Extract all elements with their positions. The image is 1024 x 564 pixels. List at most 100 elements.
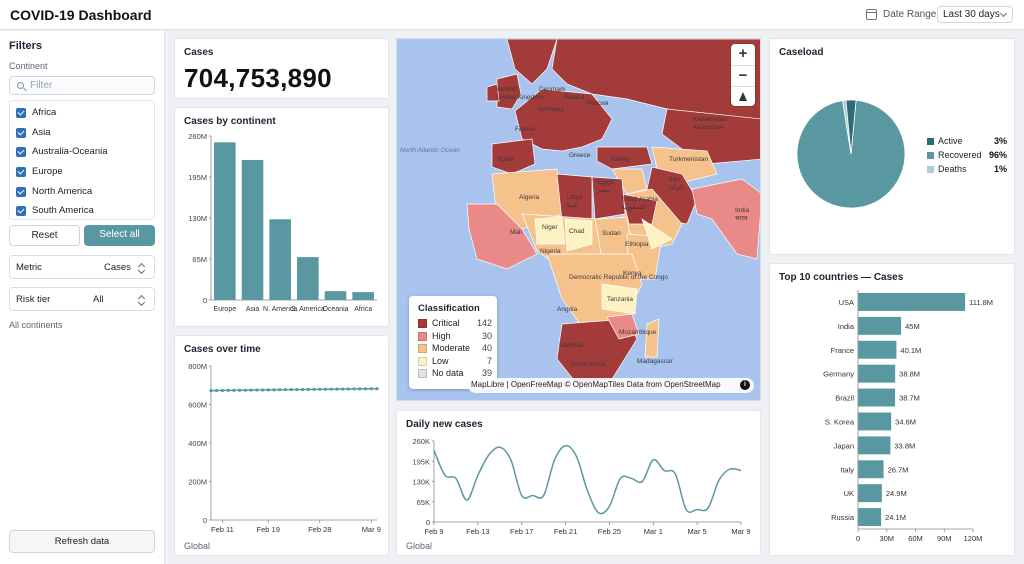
map-label-greece: Greece xyxy=(569,152,591,159)
data-point xyxy=(289,388,293,392)
cases-over-time-chart: 0 200M 400M 600M 800M Feb 11 Feb 19 Feb 28 Mar 9 xyxy=(188,362,381,534)
bar-germany xyxy=(858,364,896,383)
map-label-spain: Spain xyxy=(497,156,514,163)
data-point xyxy=(272,388,276,392)
region-russia[interactable] xyxy=(551,39,761,125)
region-sudan[interactable] xyxy=(594,216,633,260)
legend-class-count: 142 xyxy=(476,318,492,328)
checkbox-checked-icon[interactable] xyxy=(16,206,26,216)
region-east-africa[interactable] xyxy=(641,218,673,250)
data-point xyxy=(215,388,219,393)
daily-new-cases-title: Daily new cases xyxy=(406,419,483,430)
region-egypt[interactable] xyxy=(591,176,626,220)
daily-new-cases-footer: Global xyxy=(406,541,433,551)
checkbox-checked-icon[interactable] xyxy=(16,187,26,197)
app-title: COVID-19 Dashboard xyxy=(10,7,152,23)
checkbox-checked-icon[interactable] xyxy=(16,128,26,138)
continent-option-north-america[interactable]: North America xyxy=(16,184,150,200)
data-point xyxy=(318,387,322,391)
y-tick-label: 65K xyxy=(417,498,430,507)
zoom-in-button[interactable]: + xyxy=(738,45,748,62)
classification-legend: Classification Critical 142 High 30 Moderate… xyxy=(409,296,497,389)
select-arrows-icon xyxy=(139,294,145,306)
map-label-drc: Democratic Republic of the Congo xyxy=(569,274,668,281)
region-ireland[interactable] xyxy=(486,83,500,102)
info-icon[interactable]: i xyxy=(740,380,750,390)
region-iberia[interactable] xyxy=(491,138,536,175)
region-chad[interactable] xyxy=(564,218,593,252)
region-mozambique[interactable] xyxy=(606,313,640,340)
checkbox-checked-icon[interactable] xyxy=(16,147,26,157)
date-range-select[interactable]: Last 30 days xyxy=(937,6,1013,23)
category-label: Germany xyxy=(823,370,854,379)
category-label: USA xyxy=(839,298,854,307)
data-point xyxy=(283,388,288,392)
x-tick-label: Feb 17 xyxy=(510,527,533,536)
legend-swatch xyxy=(418,319,427,328)
legend-swatch xyxy=(418,344,427,353)
risk-tier-label: Risk tier xyxy=(16,294,51,305)
region-tanzania[interactable] xyxy=(601,283,638,315)
x-tick-label: Feb 13 xyxy=(466,527,489,536)
y-tick-label: 195K xyxy=(412,457,430,466)
x-tick-label: Africa xyxy=(354,306,372,313)
classification-title: Classification xyxy=(418,303,480,314)
map-label-iran-local: ایران xyxy=(669,183,683,191)
y-tick-label: 400M xyxy=(188,439,207,448)
x-tick-label: 0 xyxy=(856,534,860,543)
checkbox-checked-icon[interactable] xyxy=(16,167,26,177)
continent-option-south-america[interactable]: South America xyxy=(16,203,150,219)
region-south-asia[interactable] xyxy=(691,178,761,260)
map-label-egypt-local: مصر xyxy=(596,187,610,194)
reset-north-button[interactable] xyxy=(731,86,755,106)
bar-samerica xyxy=(297,257,319,300)
reset-button[interactable]: Reset xyxy=(9,225,80,246)
map-label-namibia: Namibia xyxy=(559,342,583,349)
map-label-ethiopia: Ethiopia xyxy=(625,241,649,248)
region-madagascar[interactable] xyxy=(644,318,660,358)
cases-over-time-footer: Global xyxy=(184,541,211,551)
x-tick-label: Mar 9 xyxy=(731,527,750,536)
map-label-angola: Angola xyxy=(557,306,578,313)
continent-option-oceania[interactable]: Australia-Oceania xyxy=(16,144,150,160)
checkbox-checked-icon[interactable] xyxy=(16,108,26,118)
refresh-data-button[interactable]: Refresh data xyxy=(9,530,155,553)
value-label: 26.7M xyxy=(888,465,909,474)
region-saudi-arabia[interactable] xyxy=(621,193,658,225)
pie-legend-active: Active 3% xyxy=(927,136,1007,148)
daily-cases-line xyxy=(433,444,742,515)
continent-option-africa[interactable]: Africa xyxy=(16,105,150,121)
continent-label-oceania: Australia-Oceania xyxy=(32,146,108,157)
continent-filter-input[interactable]: Filter xyxy=(9,76,155,95)
map-label-kazakhstan: Kazakhstan xyxy=(693,116,727,123)
map-label-south-africa: South Africa xyxy=(570,361,605,368)
continent-option-europe[interactable]: Europe xyxy=(16,164,150,180)
daily-new-cases-chart: 0 65K 130K 195K 260K Feb 9 Feb 13 Feb 17 Feb 21 F… xyxy=(412,437,750,536)
x-tick-label: 60M xyxy=(908,534,923,543)
metric-select[interactable]: Metric Cases xyxy=(9,255,155,279)
map-label-nigeria: Nigeria xyxy=(540,248,561,255)
map-label-kenya: Kenya xyxy=(623,270,642,277)
legend-swatch xyxy=(927,138,934,145)
map-label-niger: Niger xyxy=(542,224,558,231)
search-icon xyxy=(17,82,24,89)
legend-class-count: 39 xyxy=(481,368,492,378)
value-label: 34.6M xyxy=(895,417,916,426)
category-label: India xyxy=(838,322,855,331)
y-tick-label: 260M xyxy=(188,132,207,141)
region-scandinavia[interactable] xyxy=(506,39,558,85)
select-all-button[interactable]: Select all xyxy=(84,225,155,246)
region-west-africa[interactable] xyxy=(466,203,538,270)
legend-label: Active xyxy=(938,136,963,146)
region-turkey[interactable] xyxy=(596,146,653,170)
cases-kpi-card: Cases 704,753,890 xyxy=(174,38,389,99)
continent-option-asia[interactable]: Asia xyxy=(16,125,150,141)
risk-tier-select[interactable]: Risk tier All xyxy=(9,287,155,311)
zoom-out-button[interactable]: − xyxy=(731,65,755,85)
region-uk[interactable] xyxy=(496,73,522,110)
region-niger[interactable] xyxy=(534,216,566,245)
cases-by-continent-title: Cases by continent xyxy=(184,116,276,127)
value-label: 38.8M xyxy=(899,370,920,379)
continent-label-africa: Africa xyxy=(32,107,57,118)
category-label: France xyxy=(831,346,854,355)
